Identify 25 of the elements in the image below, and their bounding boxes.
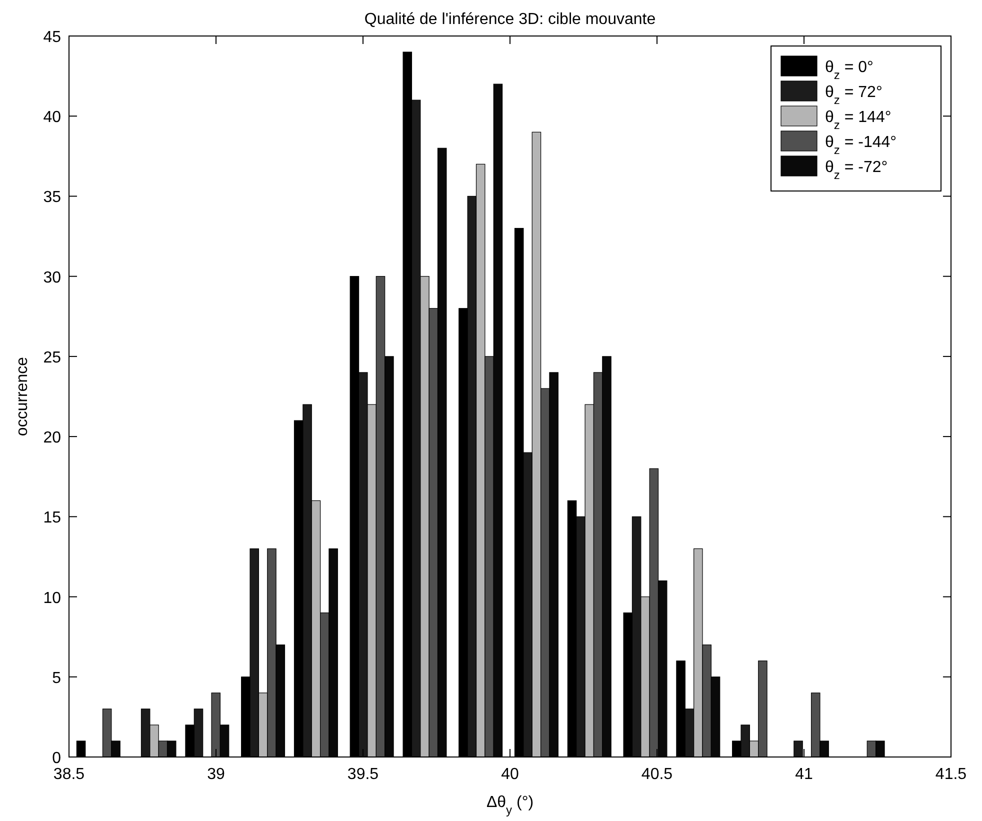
legend-label: θ$_{z}$ = 0° bbox=[825, 59, 874, 82]
x-tick-label: 39 bbox=[207, 766, 225, 783]
y-tick-label: 40 bbox=[43, 109, 62, 126]
legend-label: θ$_{z}$ = -72° bbox=[825, 159, 888, 182]
y-tick-label: 20 bbox=[43, 430, 62, 447]
y-tick-label: 5 bbox=[52, 670, 62, 687]
y-tick-label: 25 bbox=[43, 349, 62, 366]
x-tick-label: 41 bbox=[795, 766, 813, 783]
x-tick-label: 40.5 bbox=[641, 766, 673, 783]
x-axis-title: Δθ$_{y}$ (°) bbox=[486, 794, 534, 817]
y-tick-label: 0 bbox=[52, 750, 62, 767]
legend-label: θ$_{z}$ = -144° bbox=[825, 134, 897, 157]
y-tick-label: 30 bbox=[43, 269, 62, 286]
y-axis-title: occurrence bbox=[14, 356, 31, 436]
y-tick-label: 35 bbox=[43, 189, 62, 206]
legend-label: θ$_{z}$ = 144° bbox=[825, 109, 892, 132]
y-tick-label: 10 bbox=[43, 590, 62, 607]
y-tick-label: 15 bbox=[43, 510, 62, 527]
y-tick-label: 45 bbox=[43, 29, 62, 46]
x-tick-label: 38.5 bbox=[53, 766, 85, 783]
x-tick-label: 41.5 bbox=[935, 766, 967, 783]
x-tick-label: 39.5 bbox=[347, 766, 379, 783]
chart-title: Qualité de l'inférence 3D: cible mouvante bbox=[364, 11, 656, 28]
x-tick-label: 40 bbox=[501, 766, 519, 783]
legend-label: θ$_{z}$ = 72° bbox=[825, 84, 882, 107]
